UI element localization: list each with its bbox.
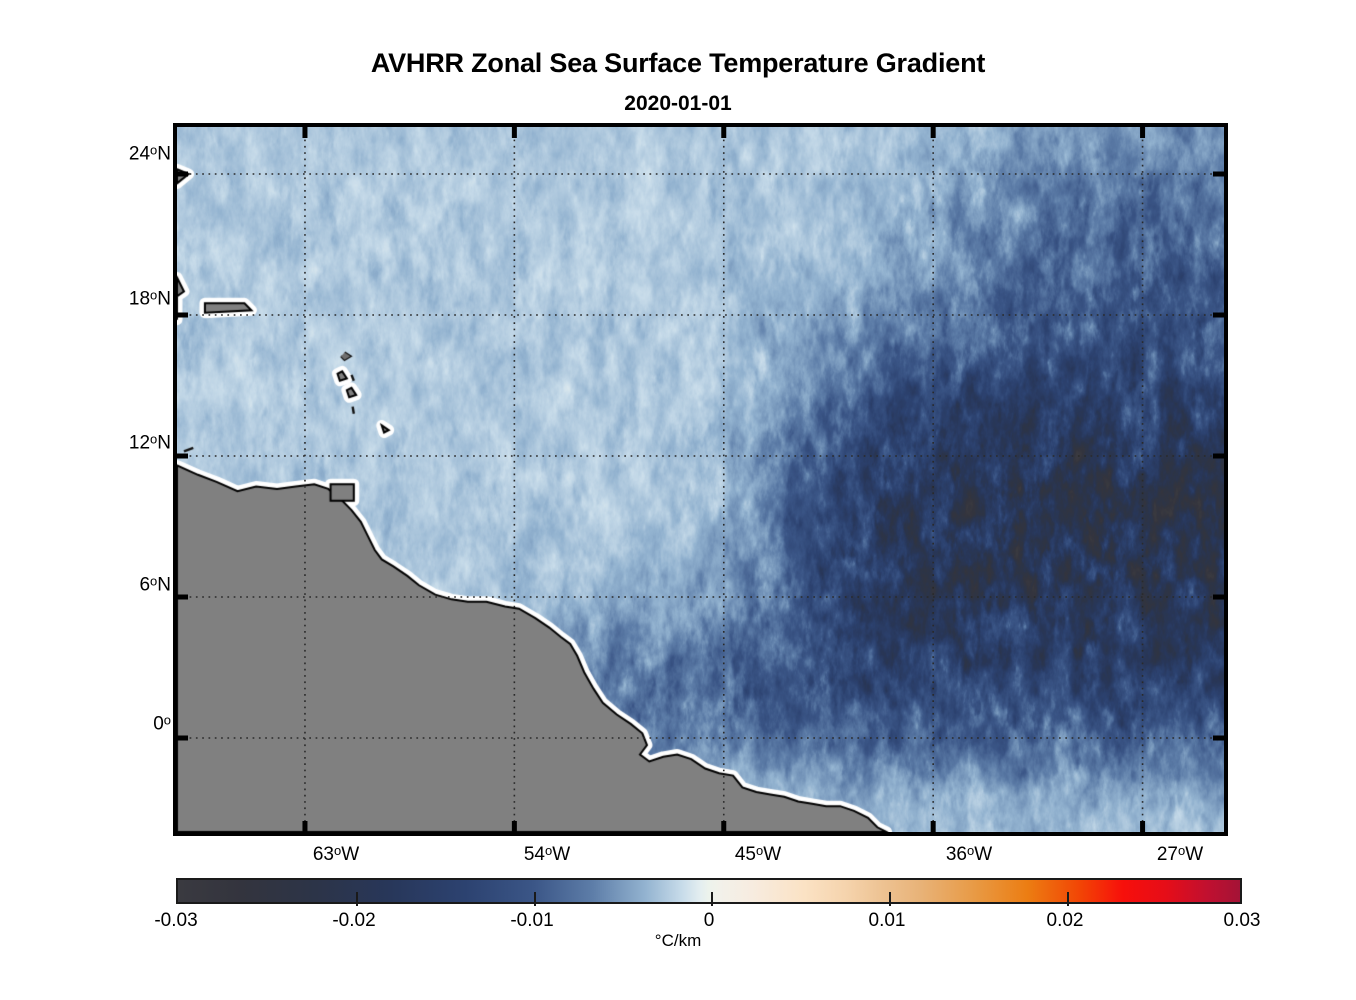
colorbar-tick-mark bbox=[1067, 892, 1069, 906]
x-tick-label: 27oW bbox=[1156, 843, 1204, 865]
colorbar-tick-mark bbox=[534, 892, 536, 906]
y-tick-label: 0o bbox=[153, 712, 171, 735]
colorbar-tick-mark bbox=[889, 892, 891, 906]
x-tick-label: 63oW bbox=[312, 843, 360, 865]
y-tick-label: 12oN bbox=[128, 431, 171, 454]
y-tick-label: 6oN bbox=[139, 573, 171, 596]
y-tick-label: 18oN bbox=[128, 287, 171, 310]
sst-gradient-heatmap bbox=[177, 127, 1224, 832]
colorbar-tick-mark bbox=[711, 892, 713, 906]
colorbar-unit-label: °C/km bbox=[654, 931, 702, 950]
colorbar-tick-label: -0.02 bbox=[332, 910, 376, 931]
y-tick-label: 24oN bbox=[128, 142, 171, 165]
x-tick-label: 36oW bbox=[945, 843, 993, 865]
colorbar-gradient bbox=[176, 878, 1242, 906]
figure-title: AVHRR Zonal Sea Surface Temperature Grad… bbox=[370, 48, 986, 78]
colorbar bbox=[176, 878, 1242, 906]
x-tick-label: 45oW bbox=[734, 843, 782, 865]
colorbar-tick-label: 0.03 bbox=[1223, 910, 1261, 931]
colorbar-tick-label: 0 bbox=[703, 910, 715, 931]
colorbar-tick-mark bbox=[356, 892, 358, 906]
colorbar-tick-label: 0.01 bbox=[868, 910, 906, 931]
colorbar-tick-label: -0.01 bbox=[510, 910, 554, 931]
map-plot-area bbox=[173, 123, 1228, 836]
colorbar-tick-label: 0.02 bbox=[1046, 910, 1084, 931]
figure-subtitle: 2020-01-01 bbox=[624, 92, 732, 115]
x-tick-label: 54oW bbox=[523, 843, 571, 865]
colorbar-tick-label: -0.03 bbox=[154, 910, 198, 931]
